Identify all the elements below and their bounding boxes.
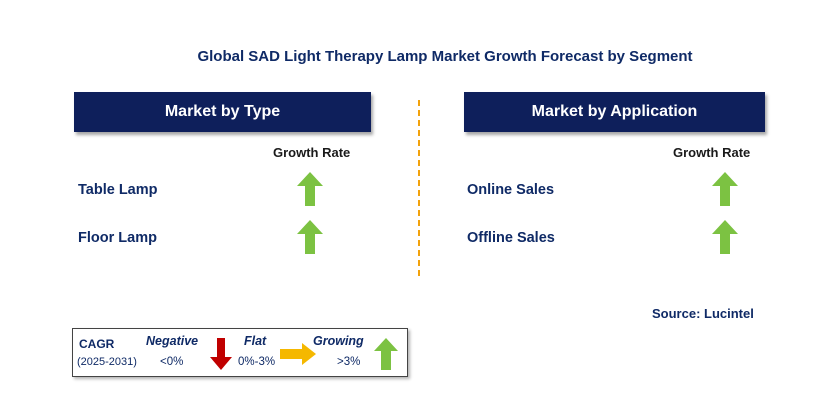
application-row-label: Online Sales: [467, 182, 555, 198]
market-by-application-header-label: Market by Application: [531, 103, 698, 120]
market-by-type-header: Market by Type: [74, 92, 371, 132]
market-by-application-header: Market by Application: [464, 92, 765, 132]
up-arrow-icon: [297, 172, 323, 206]
type-row-label: Floor Lamp: [78, 230, 157, 246]
legend-negative-range: <0%: [160, 356, 184, 368]
legend-growing-label: Growing: [313, 334, 364, 348]
legend-flat-label: Flat: [244, 334, 267, 348]
legend-growing-range: >3%: [337, 356, 361, 368]
up-arrow-icon: [712, 172, 738, 206]
right-arrow-icon: [280, 343, 316, 365]
source-note: Source: Lucintel: [652, 306, 754, 321]
application-growth-rate-header: Growth Rate: [673, 145, 751, 160]
up-arrow-icon: [712, 220, 738, 254]
application-row-label: Offline Sales: [467, 230, 555, 246]
legend-flat-range: 0%-3%: [238, 356, 276, 368]
page-title: Global SAD Light Therapy Lamp Market Gro…: [197, 48, 693, 65]
market-by-type-header-label: Market by Type: [164, 103, 281, 120]
cagr-legend: CAGR (2025-2031) Negative <0% Flat 0%-3%…: [72, 328, 408, 377]
panel-divider: [418, 100, 420, 276]
type-growth-rate-header: Growth Rate: [273, 145, 351, 160]
legend-cagr-label: CAGR: [79, 337, 115, 351]
up-arrow-icon: [374, 338, 398, 370]
type-row-label: Table Lamp: [78, 182, 158, 198]
down-arrow-icon: [210, 338, 232, 370]
legend-negative-label: Negative: [146, 334, 199, 348]
up-arrow-icon: [297, 220, 323, 254]
legend-period: (2025-2031): [77, 356, 137, 368]
